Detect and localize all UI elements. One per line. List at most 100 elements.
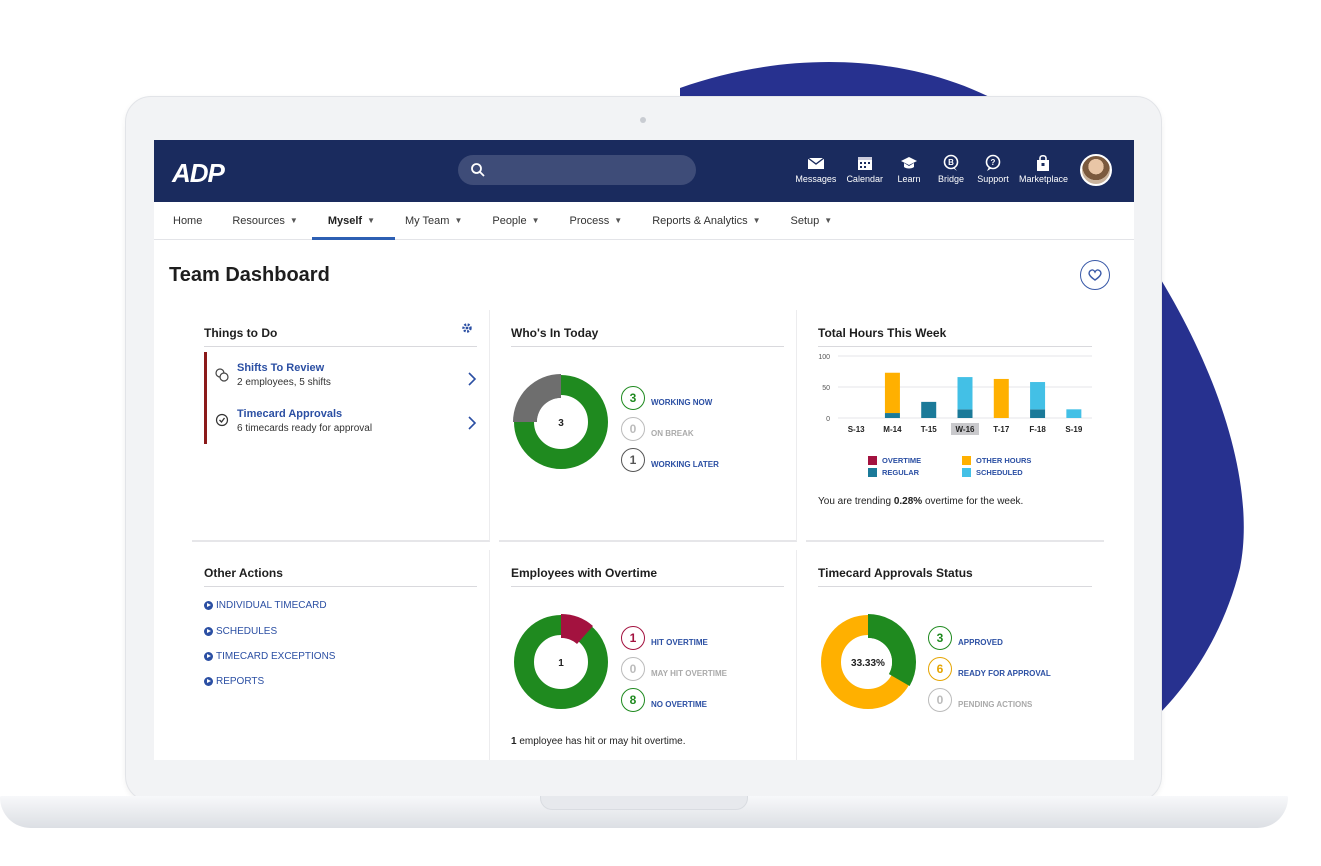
action-timecard-exceptions[interactable]: TIMECARD EXCEPTIONS: [204, 651, 335, 662]
title-bar: Team Dashboard: [154, 240, 1134, 302]
count-badge: 1: [621, 626, 645, 650]
nav-setup[interactable]: Setup ▼: [791, 202, 833, 240]
nav-reports-analytics[interactable]: Reports & Analytics ▼: [652, 202, 760, 240]
y-tick-label: 100: [818, 354, 830, 361]
learn-label: Learn: [897, 174, 921, 184]
bar-segment-regular: [957, 409, 973, 418]
favorite-button[interactable]: [1080, 260, 1110, 290]
nav-process[interactable]: Process ▼: [570, 202, 623, 240]
caret-down-icon: ▼: [824, 216, 833, 225]
overtime-donut: 1: [514, 613, 608, 709]
nav-home[interactable]: Home: [173, 202, 202, 240]
legend-hit-overtime[interactable]: 1 HIT OVERTIME: [621, 626, 708, 650]
whos-in-today-card: Who's In Today 3 3 WORKING NOW 0 ON BREA…: [499, 310, 797, 542]
legend-pending-actions: 0 PENDING ACTIONS: [928, 688, 1032, 712]
count-badge: 6: [928, 657, 952, 681]
action-label: REPORTS: [216, 676, 265, 687]
todo-item-timecards[interactable]: Timecard Approvals 6 timecards ready for…: [215, 408, 477, 434]
todo-item-shifts[interactable]: Shifts To Review 2 employees, 5 shifts: [215, 362, 477, 388]
donut-center-value: 33.33%: [851, 658, 885, 669]
chevron-right-icon: [468, 416, 477, 430]
arrow-circle-icon: [204, 652, 213, 661]
messages-button[interactable]: Messages: [795, 154, 836, 184]
card-title: Other Actions: [204, 566, 283, 580]
approvals-donut: 33.33%: [821, 614, 917, 709]
user-avatar[interactable]: [1080, 154, 1112, 186]
x-tick-label: S-13: [848, 425, 865, 434]
legend-approved[interactable]: 3 APPROVED: [928, 626, 1003, 650]
legend-label: REGULAR: [882, 468, 920, 477]
count-badge: 3: [928, 626, 952, 650]
divider: [204, 586, 477, 587]
card-title: Total Hours This Week: [818, 326, 947, 340]
bar-segment-scheduled: [957, 377, 973, 410]
legend-label: PENDING ACTIONS: [958, 700, 1033, 709]
action-individual-timecard[interactable]: INDIVIDUAL TIMECARD: [204, 600, 327, 611]
legend-item-other-hours: OTHER HOURS: [962, 456, 1031, 465]
header-icons: Messages Calendar Learn B Bridge ? Suppo…: [795, 154, 1068, 184]
legend-no-overtime[interactable]: 8 NO OVERTIME: [621, 688, 707, 712]
shifts-icon: [215, 368, 229, 382]
legend-working-now[interactable]: 3 WORKING NOW: [621, 386, 712, 410]
count-badge: 3: [621, 386, 645, 410]
calendar-label: Calendar: [846, 174, 883, 184]
trend-suffix: overtime for the week.: [922, 496, 1024, 507]
legend-item-scheduled: SCHEDULED: [962, 468, 1023, 477]
caret-down-icon: ▼: [289, 216, 298, 225]
marketplace-button[interactable]: Marketplace: [1019, 154, 1068, 184]
action-label: TIMECARD EXCEPTIONS: [216, 651, 336, 662]
legend-label: APPROVED: [958, 638, 1003, 647]
count-badge: 8: [621, 688, 645, 712]
heart-icon: [1088, 269, 1102, 281]
legend-label: NO OVERTIME: [651, 700, 708, 709]
gear-icon[interactable]: [461, 322, 473, 334]
marketplace-label: Marketplace: [1018, 174, 1068, 184]
nav-people-label: People: [492, 214, 527, 227]
nav-my-team-label: My Team: [405, 214, 450, 227]
learn-button[interactable]: Learn: [893, 154, 925, 184]
nav-resources-label: Resources: [232, 214, 285, 227]
y-tick-label: 50: [822, 385, 830, 392]
search-input[interactable]: [458, 155, 696, 185]
action-reports[interactable]: REPORTS: [204, 676, 264, 687]
caret-down-icon: ▼: [367, 216, 376, 225]
nav-resources[interactable]: Resources ▼: [232, 202, 298, 240]
legend-label: WORKING LATER: [651, 460, 719, 469]
donut-hole: [844, 638, 892, 686]
nav-process-label: Process: [569, 214, 610, 227]
whos-in-donut: 3: [513, 374, 608, 469]
legend-item-regular: REGULAR: [868, 468, 919, 477]
bar-segment-other-hours: [993, 378, 1009, 418]
caret-down-icon: ▼: [752, 216, 761, 225]
action-label: SCHEDULES: [216, 626, 278, 637]
legend-ready-for-approval[interactable]: 6 READY FOR APPROVAL: [928, 657, 1051, 681]
nav-my-team[interactable]: My Team ▼: [405, 202, 462, 240]
x-tick-label: T-17: [993, 425, 1010, 434]
legend-item-overtime: OVERTIME: [868, 456, 921, 465]
shopping-bag-icon: [1037, 154, 1050, 171]
arrow-circle-icon: [204, 627, 213, 636]
nav-people[interactable]: People ▼: [492, 202, 539, 240]
laptop-notch: [540, 796, 748, 810]
envelope-icon: [807, 157, 825, 169]
bar-segment-regular: [1030, 409, 1046, 418]
adp-logo[interactable]: ADP: [172, 158, 225, 188]
card-title: Who's In Today: [511, 326, 599, 340]
overtime-footer-text: employee has hit or may hit overtime.: [516, 736, 686, 747]
legend-working-later[interactable]: 1 WORKING LATER: [621, 448, 719, 472]
donut-segment-hit-overtime: [561, 613, 593, 644]
divider: [511, 346, 784, 347]
caret-down-icon: ▼: [454, 216, 463, 225]
nav-myself[interactable]: Myself ▼: [311, 202, 396, 240]
nav-myself-label: Myself: [327, 214, 363, 227]
total-hours-bar-chart: 0 50 100 S-13 M-14 T-15 W-16 T-17 F-18 S-19: [818, 354, 1092, 435]
bridge-button[interactable]: B Bridge: [935, 154, 967, 184]
bridge-label: Bridge: [937, 174, 964, 184]
calendar-icon: [857, 157, 872, 170]
calendar-button[interactable]: Calendar: [846, 154, 883, 184]
overtime-count: 1: [511, 736, 517, 747]
action-schedules[interactable]: SCHEDULES: [204, 626, 277, 637]
search-icon: [471, 163, 485, 177]
support-button[interactable]: ? Support: [977, 154, 1009, 184]
